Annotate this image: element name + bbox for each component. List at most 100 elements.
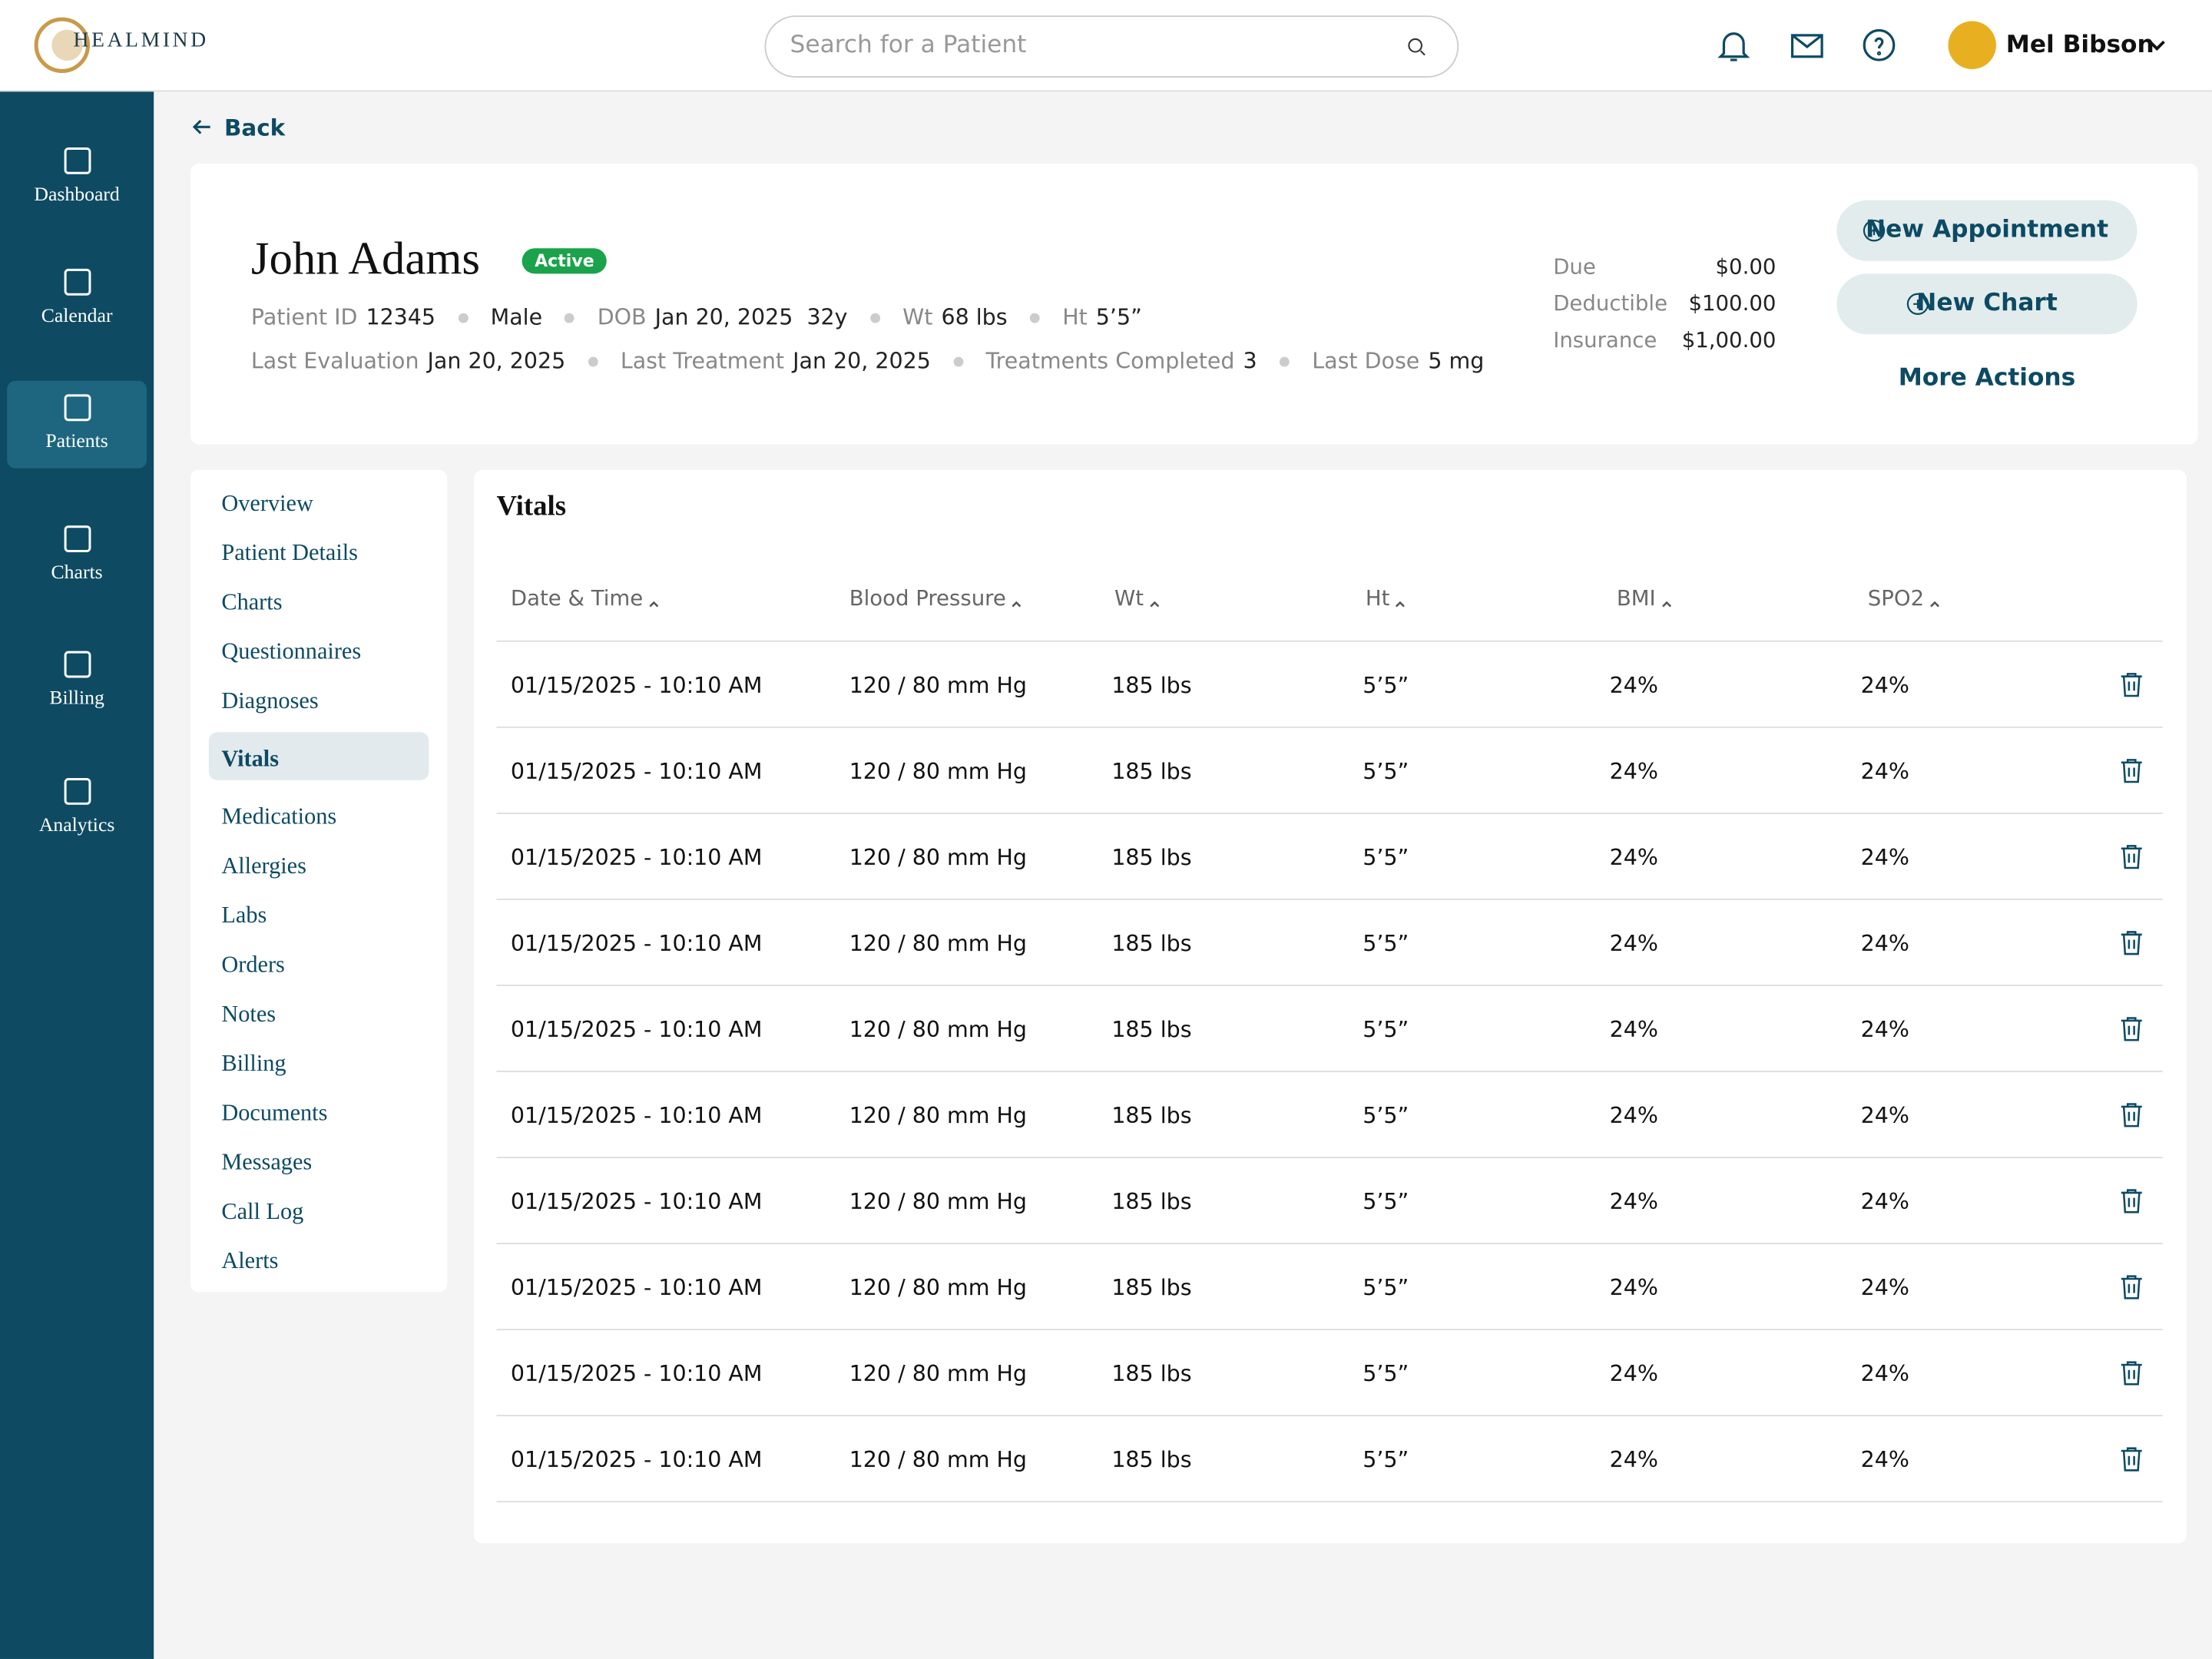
back-link[interactable]: Back [224,114,286,141]
row-rule [496,985,2163,986]
nav-icon[interactable] [59,389,96,426]
subnav-item[interactable]: Orders [221,950,285,978]
delete-icon[interactable] [2116,1012,2147,1045]
subnav-item[interactable]: Overview [221,489,313,517]
table-cell: 185 lbs [1111,845,1192,871]
subnav-item[interactable]: Diagnoses [221,687,319,714]
table-cell: 120 / 80 mm Hg [849,1017,1028,1043]
mail-icon[interactable] [1787,25,1826,65]
nav-icon[interactable] [59,773,96,810]
nav-icon[interactable] [59,521,96,558]
subnav-item[interactable]: Billing [221,1049,286,1077]
info-value: Male [490,304,543,330]
info-label: Patient ID [250,304,358,330]
sort-icon[interactable] [646,591,661,608]
nav-icon[interactable] [59,143,96,180]
action-button[interactable]: New Chart [1836,273,2137,335]
table-cell: 24% [1609,1017,1658,1043]
subnav-item[interactable]: Medications [221,803,337,830]
column-header[interactable]: Wt [1114,585,1144,611]
back-arrow[interactable] [189,114,214,140]
sort-icon[interactable] [1147,591,1162,608]
column-header[interactable]: SPO2 [1867,585,1925,611]
table-cell: 24% [1609,759,1658,785]
delete-icon[interactable] [2116,1098,2147,1131]
info-value: Jan 20, 2025 [793,348,931,374]
info-label: Wt [902,304,933,330]
delete-icon[interactable] [2116,753,2147,787]
nav-icon[interactable] [59,263,96,300]
row-rule [496,898,2163,900]
subnav-card [190,469,448,1293]
icon [64,525,91,553]
subnav-item[interactable]: Charts [221,588,283,615]
billing-value: $100.00 [1688,290,1777,316]
sidebar [0,91,154,1659]
action-button[interactable]: New Appointment [1836,200,2137,261]
subnav-item[interactable]: Questionnaires [221,637,362,665]
nav-label[interactable]: Dashboard [34,184,120,207]
billing-label: Deductible [1553,290,1668,316]
icon [1408,38,1426,56]
subnav-item[interactable]: Notes [221,1000,276,1028]
table-cell: 24% [1609,1275,1658,1301]
bell-icon[interactable] [1714,25,1753,65]
table-cell: 24% [1609,845,1658,871]
user-name[interactable]: Mel Bibson [2005,31,2154,60]
nav-label[interactable]: Charts [51,562,103,584]
sort-icon[interactable] [1927,591,1942,608]
column-header[interactable]: Date & Time [510,585,644,611]
chevron-icon[interactable] [2143,31,2171,59]
row-rule [496,1157,2163,1158]
more-actions[interactable]: More Actions [1898,363,2076,392]
delete-icon[interactable] [2116,926,2147,959]
nav-label[interactable]: Calendar [41,306,113,328]
nav-label[interactable]: Billing [49,688,104,710]
search-icon[interactable] [1404,34,1429,59]
sort-icon[interactable] [1392,591,1408,608]
info-value: 3 [1243,348,1257,374]
billing-value: $1,00.00 [1681,327,1777,353]
column-header[interactable]: Ht [1365,585,1390,611]
logo-text: HEALMIND [73,29,209,52]
icon [64,651,91,678]
nav-icon[interactable] [59,646,96,683]
subnav-item[interactable]: Messages [221,1148,313,1175]
column-header[interactable]: Blood Pressure [849,585,1006,611]
table-cell: 24% [1860,931,1909,957]
vitals-title: Vitals [496,491,567,522]
subnav-item[interactable]: Allergies [221,852,306,879]
icon [1790,34,1823,58]
nav-label[interactable]: Patients [45,432,108,453]
delete-icon[interactable] [2116,1442,2147,1475]
subnav-item[interactable]: Call Log [221,1197,304,1225]
subnav-item[interactable]: Alerts [221,1247,279,1274]
subnav-item[interactable]: Labs [221,901,267,929]
column-header[interactable]: BMI [1616,585,1656,611]
search-box[interactable] [764,15,1459,78]
table-cell: 185 lbs [1111,1103,1192,1129]
table-cell: 120 / 80 mm Hg [849,845,1028,871]
table-cell: 185 lbs [1111,1361,1192,1387]
nav-label[interactable]: Analytics [38,815,115,837]
subnav-item[interactable]: Vitals [221,744,280,772]
icon [2121,759,2142,783]
sort-icon[interactable] [1008,591,1024,608]
sort-icon[interactable] [1659,591,1674,608]
action-label[interactable]: New Appointment [1865,216,2109,244]
icon [192,119,210,134]
action-label[interactable]: New Chart [1916,289,2058,318]
subnav-item[interactable]: Patient Details [221,538,358,566]
delete-icon[interactable] [2116,667,2147,701]
delete-icon[interactable] [2116,839,2147,873]
subnav-item[interactable]: Documents [221,1098,328,1126]
separator [953,356,964,366]
delete-icon[interactable] [2116,1270,2147,1303]
table-cell: 01/15/2025 - 10:10 AM [510,759,763,785]
table-cell: 185 lbs [1111,759,1192,785]
table-cell: 01/15/2025 - 10:10 AM [510,845,763,871]
help-icon[interactable] [1859,25,1899,65]
delete-icon[interactable] [2116,1356,2147,1389]
table-cell: 24% [1609,1189,1658,1215]
delete-icon[interactable] [2116,1184,2147,1217]
